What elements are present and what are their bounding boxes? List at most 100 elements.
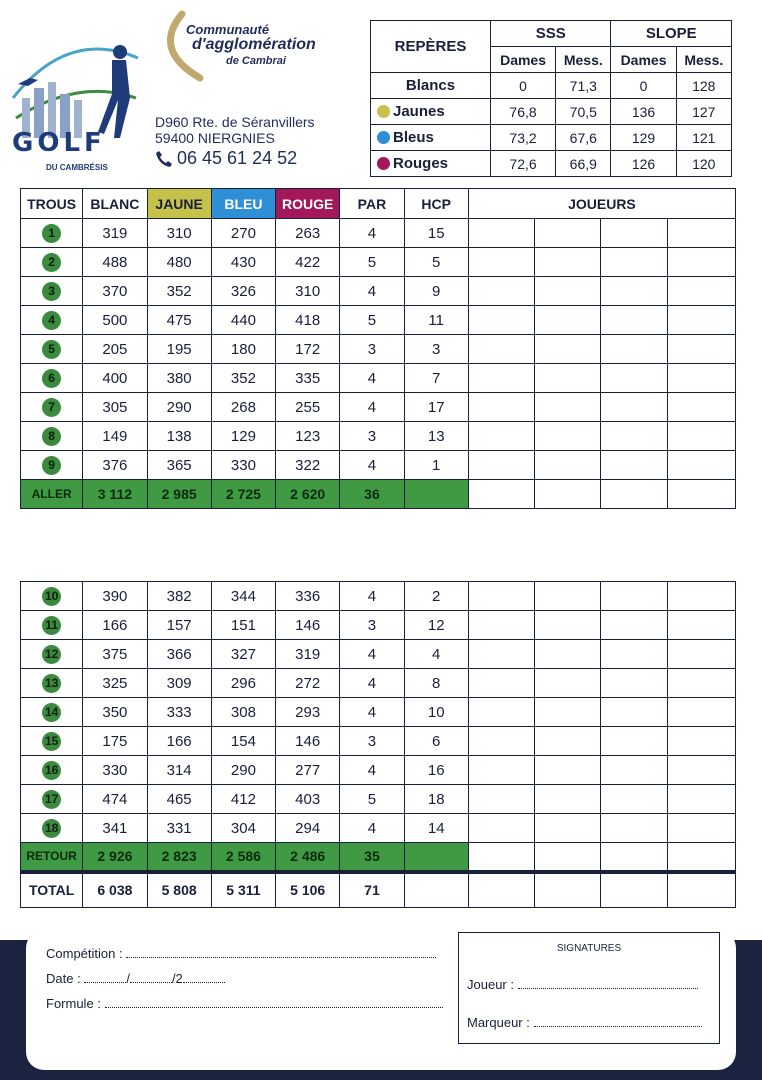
score-cell[interactable] bbox=[666, 450, 737, 480]
score-cell[interactable] bbox=[534, 668, 602, 698]
score-cell[interactable] bbox=[600, 392, 668, 422]
score-cell[interactable] bbox=[467, 581, 536, 611]
score-cell[interactable] bbox=[467, 639, 536, 669]
joueur-line[interactable] bbox=[517, 988, 698, 989]
score-cell[interactable] bbox=[534, 726, 602, 756]
score-cell[interactable] bbox=[467, 247, 536, 277]
marqueur-line[interactable] bbox=[533, 1026, 702, 1027]
score-cell[interactable] bbox=[600, 421, 668, 451]
score-cell[interactable] bbox=[600, 276, 668, 306]
score-cell[interactable] bbox=[600, 247, 668, 277]
score-cell[interactable] bbox=[600, 581, 668, 611]
score-cell[interactable] bbox=[467, 305, 536, 335]
score-cell[interactable] bbox=[467, 842, 536, 872]
score-cell[interactable] bbox=[666, 871, 737, 908]
score-cell[interactable] bbox=[600, 842, 668, 872]
score-cell[interactable] bbox=[600, 813, 668, 843]
score-cell[interactable] bbox=[467, 334, 536, 364]
score-cell[interactable] bbox=[534, 871, 602, 908]
score-cell[interactable] bbox=[467, 610, 536, 640]
score-cell[interactable] bbox=[534, 392, 602, 422]
score-cell[interactable] bbox=[467, 813, 536, 843]
marqueur-signature[interactable]: Marqueur : bbox=[467, 1015, 702, 1030]
score-cell[interactable] bbox=[666, 247, 737, 277]
score-cell[interactable] bbox=[467, 479, 536, 509]
score-cell[interactable] bbox=[600, 305, 668, 335]
score-cell[interactable] bbox=[666, 334, 737, 364]
score-cell[interactable] bbox=[666, 639, 737, 669]
score-cell[interactable] bbox=[600, 639, 668, 669]
score-cell[interactable] bbox=[600, 218, 668, 248]
score-cell[interactable] bbox=[600, 668, 668, 698]
score-cell[interactable] bbox=[666, 610, 737, 640]
score-cell[interactable] bbox=[600, 697, 668, 727]
dist-rouge-cell: 123 bbox=[275, 421, 341, 451]
score-cell[interactable] bbox=[534, 305, 602, 335]
score-cell[interactable] bbox=[467, 421, 536, 451]
score-cell[interactable] bbox=[666, 276, 737, 306]
score-cell[interactable] bbox=[666, 581, 737, 611]
score-cell[interactable] bbox=[666, 842, 737, 872]
score-cell[interactable] bbox=[467, 697, 536, 727]
score-cell[interactable] bbox=[534, 784, 602, 814]
score-cell[interactable] bbox=[666, 421, 737, 451]
score-cell[interactable] bbox=[666, 479, 737, 509]
score-cell[interactable] bbox=[534, 276, 602, 306]
score-cell[interactable] bbox=[534, 421, 602, 451]
score-cell[interactable] bbox=[666, 218, 737, 248]
date-month[interactable] bbox=[129, 982, 172, 983]
score-cell[interactable] bbox=[467, 784, 536, 814]
score-cell[interactable] bbox=[467, 726, 536, 756]
score-cell[interactable] bbox=[534, 450, 602, 480]
score-cell[interactable] bbox=[600, 334, 668, 364]
score-cell[interactable] bbox=[666, 305, 737, 335]
score-cell[interactable] bbox=[534, 218, 602, 248]
score-cell[interactable] bbox=[534, 479, 602, 509]
score-cell[interactable] bbox=[467, 218, 536, 248]
score-cell[interactable] bbox=[467, 871, 536, 908]
score-cell[interactable] bbox=[467, 450, 536, 480]
score-cell[interactable] bbox=[666, 755, 737, 785]
score-cell[interactable] bbox=[534, 334, 602, 364]
score-cell[interactable] bbox=[600, 363, 668, 393]
joueur-signature[interactable]: Joueur : bbox=[467, 977, 698, 992]
score-cell[interactable] bbox=[467, 276, 536, 306]
date-field[interactable]: Date : / /2 bbox=[46, 971, 225, 986]
score-cell[interactable] bbox=[534, 813, 602, 843]
score-cell[interactable] bbox=[534, 639, 602, 669]
score-cell[interactable] bbox=[467, 363, 536, 393]
score-cell[interactable] bbox=[666, 392, 737, 422]
score-cell[interactable] bbox=[534, 581, 602, 611]
score-cell[interactable] bbox=[600, 755, 668, 785]
score-cell[interactable] bbox=[600, 479, 668, 509]
score-cell[interactable] bbox=[534, 247, 602, 277]
formule-field[interactable]: Formule : bbox=[46, 996, 443, 1011]
score-cell[interactable] bbox=[666, 813, 737, 843]
score-cell[interactable] bbox=[666, 668, 737, 698]
score-cell[interactable] bbox=[666, 784, 737, 814]
score-cell[interactable] bbox=[666, 363, 737, 393]
dist-blanc-cell: 341 bbox=[82, 813, 148, 843]
score-cell[interactable] bbox=[600, 726, 668, 756]
score-cell[interactable] bbox=[600, 784, 668, 814]
score-cell[interactable] bbox=[534, 842, 602, 872]
score-cell[interactable] bbox=[600, 610, 668, 640]
score-cell[interactable] bbox=[467, 668, 536, 698]
score-cell[interactable] bbox=[534, 697, 602, 727]
date-day[interactable] bbox=[84, 982, 127, 983]
score-cell[interactable] bbox=[666, 726, 737, 756]
score-cell[interactable] bbox=[467, 392, 536, 422]
date-year[interactable] bbox=[182, 982, 225, 983]
hole-hcp-cell: 6 bbox=[403, 726, 469, 756]
score-cell[interactable] bbox=[534, 610, 602, 640]
competition-line[interactable] bbox=[126, 957, 437, 958]
score-cell[interactable] bbox=[467, 755, 536, 785]
score-cell[interactable] bbox=[534, 363, 602, 393]
competition-field[interactable]: Compétition : bbox=[46, 946, 437, 961]
dist-blanc-cell: 474 bbox=[82, 784, 148, 814]
score-cell[interactable] bbox=[534, 755, 602, 785]
score-cell[interactable] bbox=[600, 450, 668, 480]
formule-line[interactable] bbox=[104, 1007, 443, 1008]
score-cell[interactable] bbox=[600, 871, 668, 908]
score-cell[interactable] bbox=[666, 697, 737, 727]
